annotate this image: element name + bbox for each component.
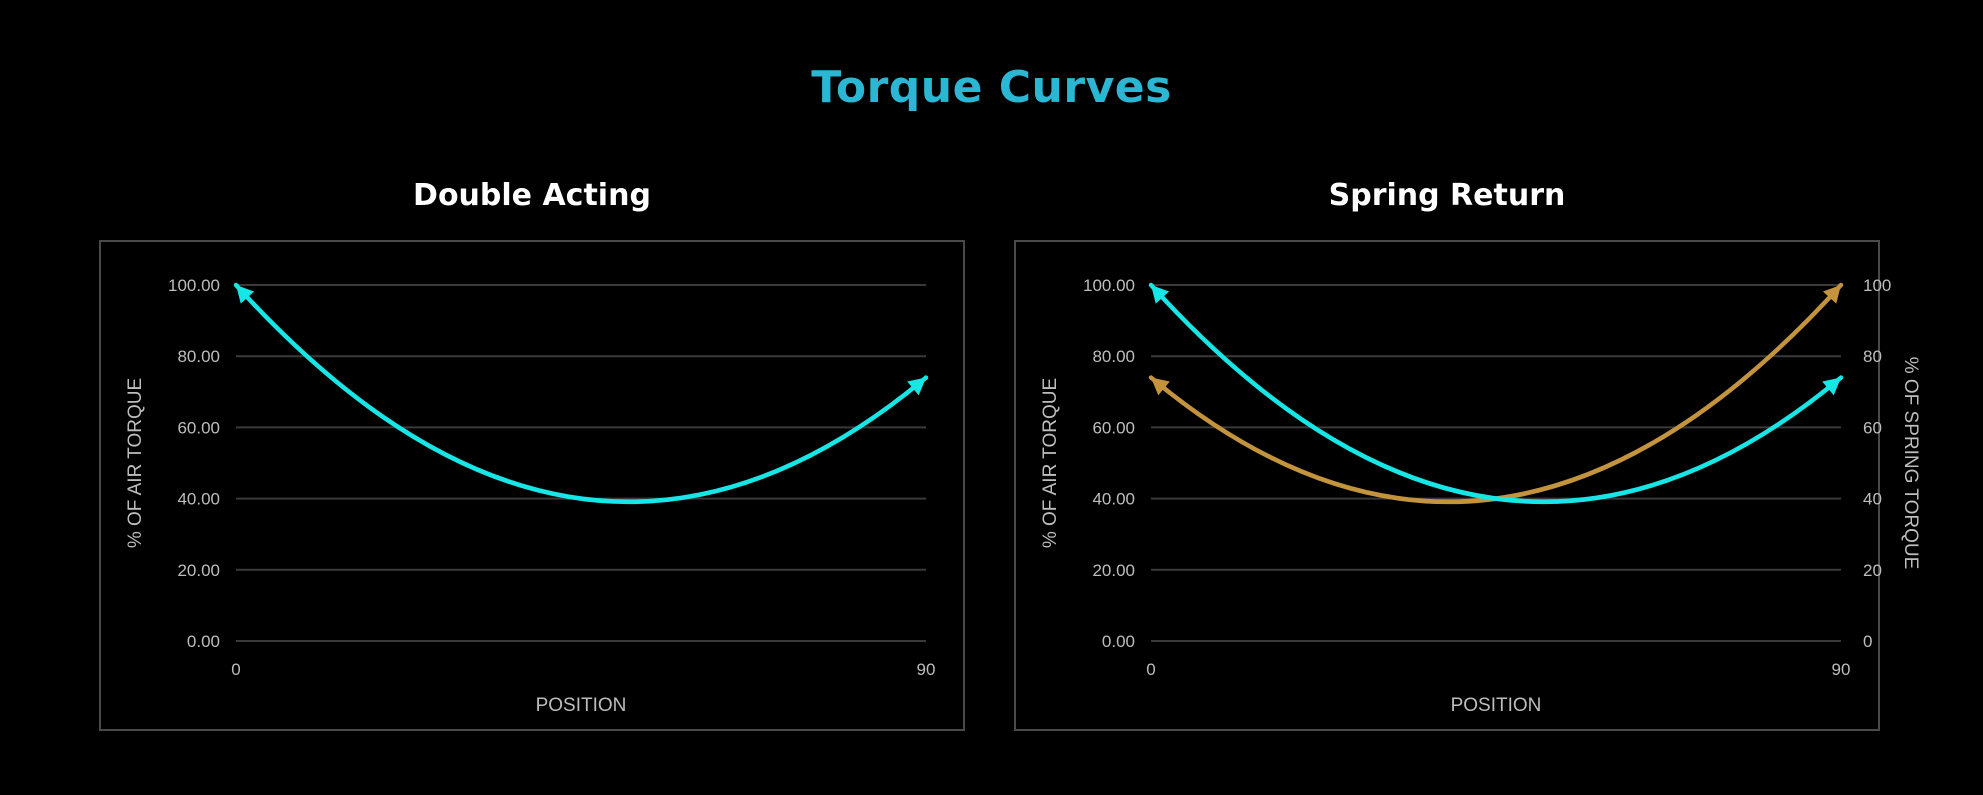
y-tick-label: 100.00 [1083,276,1135,295]
y-tick-label: 20.00 [1092,561,1135,580]
series-arrowhead [907,377,926,396]
y-tick-label: 80.00 [177,347,220,366]
chart-plot: 0.00 20.00 40.00 60.00 80.00 100.00 0 90 POSITIO… [125,276,936,716]
y-axis-label: % OF AIR TORQUE [125,378,146,548]
y-tick-label: 60.00 [1092,418,1135,437]
x-tick-label: 90 [1832,660,1851,679]
series-arrowhead [1151,285,1170,304]
chart-plot: 0.00 20.00 40.00 60.00 80.00 100.00 0 20 40 60 80 1… [1040,276,1921,716]
y-tick-label: 0.00 [1102,632,1135,651]
series-arrowhead [236,285,255,304]
y-right-tick-label: 20 [1863,561,1882,580]
series-arrowhead [1822,377,1841,396]
chart-spring-return: Spring Return 0.00 20.00 40.00 60.00 80.00 10… [1014,170,1921,731]
series-arrowhead [1822,285,1841,304]
x-axis-label: POSITION [536,695,627,716]
series-line [1148,282,1844,505]
chart-frame: 0.00 20.00 40.00 60.00 80.00 100.00 0 20 40 60 80 1… [1014,240,1921,731]
y-tick-label: 40.00 [177,490,220,509]
y-right-tick-label: 60 [1863,418,1882,437]
y-right-axis-label: % OF SPRING TORQUE [1900,357,1921,570]
y-tick-label: 80.00 [1092,347,1135,366]
chart-double-acting: Double Acting 0.00 20.00 40.00 60.00 80.00 10… [99,170,965,731]
x-tick-label: 90 [917,660,936,679]
y-right-tick-label: 80 [1863,347,1882,366]
y-tick-label: 20.00 [177,561,220,580]
y-axis-label: % OF AIR TORQUE [1040,378,1061,548]
series-arrowhead [1151,377,1170,396]
x-tick-label: 0 [231,660,240,679]
y-tick-label: 40.00 [1092,490,1135,509]
x-tick-label: 0 [1146,660,1155,679]
chart-title: Spring Return [1328,178,1566,213]
y-tick-label: 60.00 [177,418,220,437]
page-title: Torque Curves [811,62,1172,113]
y-tick-label: 0.00 [187,632,220,651]
y-right-tick-label: 100 [1863,276,1891,295]
chart-frame: 0.00 20.00 40.00 60.00 80.00 100.00 0 90 POSITIO… [99,240,965,731]
series-line [1148,282,1844,505]
series-line [233,282,929,505]
y-right-tick-label: 0 [1863,632,1872,651]
chart-title: Double Acting [413,178,651,213]
y-tick-label: 100.00 [168,276,220,295]
x-axis-label: POSITION [1451,695,1542,716]
y-right-tick-label: 40 [1863,490,1882,509]
